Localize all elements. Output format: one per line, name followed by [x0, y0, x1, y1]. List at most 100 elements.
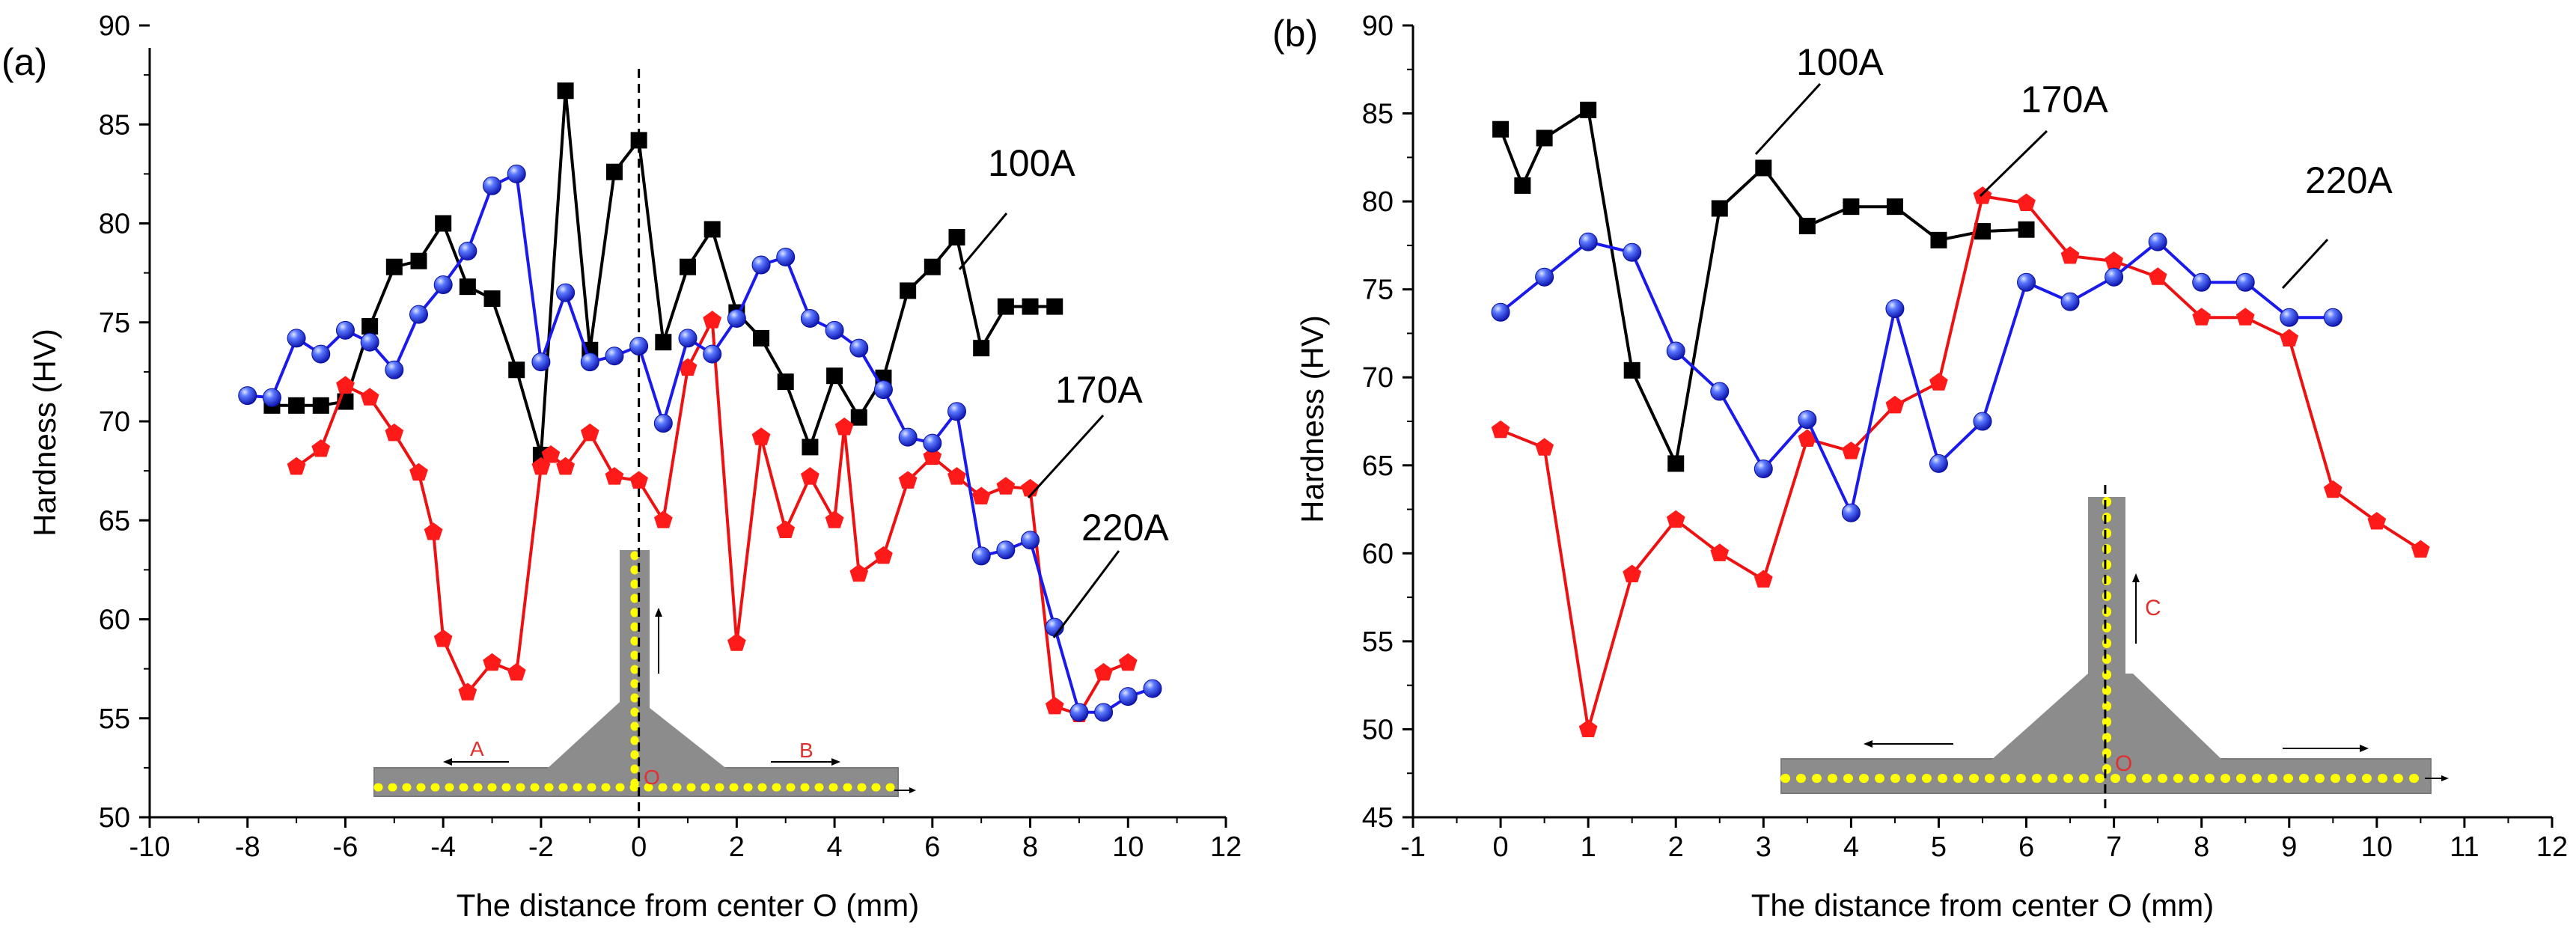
data-point-220A-b — [1754, 459, 1773, 478]
series-group-a — [238, 82, 1162, 722]
data-point-170A-a — [996, 477, 1016, 495]
data-point-170A-a — [654, 510, 673, 528]
panel-label-a: (a) — [1, 41, 47, 83]
data-point-220A-a — [703, 344, 722, 364]
data-point-100A-a — [924, 258, 941, 275]
data-point-100A-a — [777, 373, 794, 391]
data-point-220A-a — [483, 176, 502, 195]
data-point-170A-a — [541, 445, 561, 463]
data-point-220A-a — [898, 427, 918, 447]
data-point-170A-b — [2017, 193, 2036, 211]
data-point-220A-b — [1798, 410, 1817, 430]
data-point-100A-a — [410, 252, 427, 269]
data-point-100A-a — [1046, 298, 1063, 315]
data-point-100A-a — [312, 397, 329, 414]
x-tick-label-b: 11 — [2450, 831, 2479, 863]
data-point-220A-a — [335, 320, 355, 340]
arrow-a-label: A — [470, 737, 484, 760]
data-point-170A-a — [1094, 662, 1113, 681]
data-point-170A-a — [947, 467, 966, 485]
data-point-220A-b — [1666, 341, 1685, 361]
data-point-100A-a — [605, 163, 623, 180]
data-point-220A-a — [1143, 679, 1162, 698]
callout-text-100A-a: 100A — [988, 142, 1075, 184]
x-tick-label-a: -8 — [235, 831, 260, 863]
data-point-170A-a — [825, 510, 844, 528]
series-line-170A-b — [1500, 194, 2422, 730]
data-point-170A-b — [2148, 267, 2167, 285]
data-point-100A-b — [1623, 361, 1640, 379]
data-point-170A-a — [834, 417, 854, 436]
data-point-100A-a — [435, 215, 452, 232]
data-point-100A-a — [655, 334, 672, 351]
data-point-220A-b — [2105, 267, 2124, 287]
data-point-100A-b — [1974, 223, 1991, 240]
data-point-100A-a — [973, 340, 990, 357]
data-point-220A-b — [2017, 272, 2036, 292]
x-tick-label-a: -6 — [333, 831, 358, 863]
data-point-100A-a — [385, 258, 403, 275]
data-point-220A-a — [653, 414, 673, 433]
data-point-170A-a — [336, 376, 355, 394]
data-point-170A-a — [678, 358, 698, 376]
x-tick-label-b: 9 — [2281, 831, 2297, 863]
y-tick-label-a: 55 — [99, 703, 130, 735]
y-tick-label-b: 50 — [1362, 714, 1394, 745]
data-point-220A-a — [1094, 703, 1114, 722]
x-tick-label-b: 12 — [2536, 831, 2568, 863]
data-point-100A-a — [361, 318, 379, 335]
data-point-220A-a — [751, 255, 771, 275]
y-tick-label-b: 85 — [1362, 99, 1394, 130]
arrow-left-head-b — [1864, 740, 1873, 748]
y-tick-label-a: 90 — [99, 10, 130, 42]
data-point-170A-a — [385, 423, 404, 442]
data-point-220A-b — [2235, 272, 2255, 292]
data-point-220A-a — [458, 242, 477, 261]
weld-diagram-a: A B O — [373, 550, 916, 797]
callout-text-220A-b: 220A — [2305, 159, 2393, 201]
data-point-170A-a — [703, 311, 721, 329]
data-point-220A-a — [311, 344, 331, 364]
data-point-100A-a — [850, 409, 867, 426]
data-point-170A-a — [1045, 696, 1064, 715]
x-axis-label-a: The distance from center O (mm) — [457, 888, 920, 923]
data-point-220A-a — [1118, 687, 1138, 706]
data-point-170A-b — [1623, 564, 1642, 583]
data-point-220A-a — [971, 546, 991, 566]
data-point-170A-b — [2192, 308, 2212, 326]
data-point-220A-b — [1841, 503, 1861, 522]
panel-a: (a) A B O -10 -8 -6 -4 -2 0 2 4 6 8 10 12 50 55 60 65 70… — [1, 10, 1242, 923]
y-tick-label-b: 55 — [1362, 626, 1394, 658]
data-point-170A-a — [605, 467, 624, 485]
y-tick-label-b: 60 — [1362, 538, 1394, 570]
data-point-220A-a — [776, 247, 796, 266]
callout-220A-a: 220A — [1052, 507, 1169, 638]
data-point-170A-b — [1710, 543, 1730, 561]
data-point-220A-a — [923, 433, 942, 453]
center-o-label-b: O — [2115, 751, 2132, 776]
data-point-220A-b — [1885, 299, 1905, 319]
data-point-220A-a — [849, 338, 869, 358]
center-o-label-a: O — [644, 766, 660, 789]
data-point-100A-b — [1667, 455, 1685, 472]
data-point-170A-a — [727, 633, 746, 651]
data-point-100A-b — [1755, 159, 1772, 177]
arrow-c-label-b: C — [2145, 596, 2161, 620]
data-point-220A-a — [1021, 531, 1040, 550]
panel-label-b: (b) — [1272, 13, 1318, 55]
data-point-170A-a — [483, 653, 501, 671]
x-tick-label-a: -10 — [129, 831, 171, 863]
data-point-100A-a — [288, 397, 305, 414]
data-point-100A-a — [900, 282, 917, 299]
data-point-100A-b — [1930, 231, 1947, 248]
data-point-100A-b — [1886, 198, 1903, 216]
data-point-220A-b — [1973, 412, 1992, 431]
callout-line-100A-a — [958, 213, 1008, 270]
data-point-100A-a — [1022, 298, 1039, 315]
data-point-170A-b — [1885, 395, 1905, 414]
y-tick-label-b: 45 — [1362, 802, 1394, 834]
x-tick-label-a: 8 — [1022, 831, 1038, 863]
y-axis-label-a: Hardness (HV) — [27, 329, 62, 537]
data-point-170A-a — [556, 457, 575, 475]
data-point-100A-a — [948, 229, 965, 246]
